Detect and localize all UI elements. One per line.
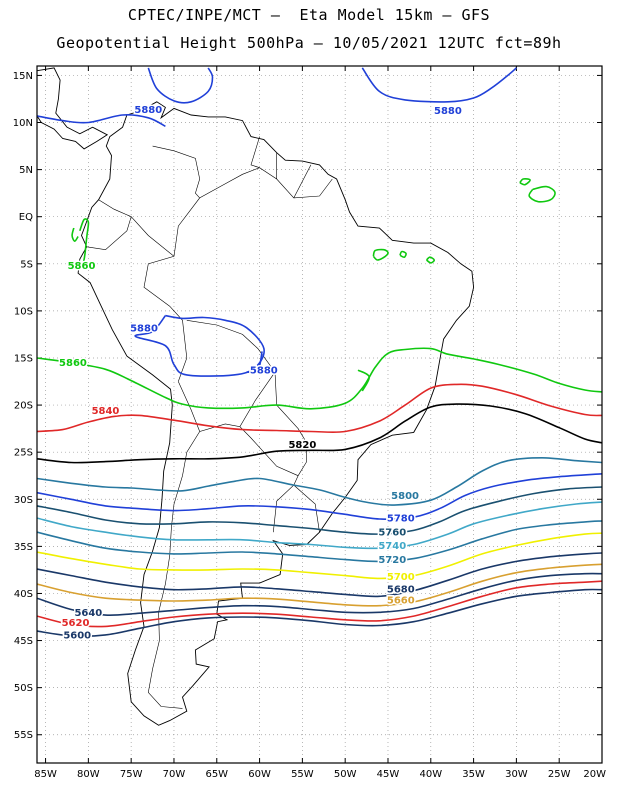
map-title-line-2: Geopotential Height 500hPa – 10/05/2021 …	[56, 34, 562, 52]
lat-tick-label: 45S	[14, 636, 33, 647]
contour-label-5660: 5660	[387, 596, 415, 607]
contour-label-5760: 5760	[378, 528, 406, 539]
central-america-coastline	[37, 67, 109, 150]
lon-tick-label: 30W	[505, 769, 528, 780]
contour-label-5740: 5740	[378, 541, 406, 552]
lon-tick-label: 70W	[163, 769, 186, 780]
coastline-outline	[37, 67, 475, 726]
lon-tick-label: 55W	[291, 769, 314, 780]
lat-tick-label: 20S	[14, 401, 33, 412]
lon-tick-label: 65W	[205, 769, 228, 780]
contour-label-5780: 5780	[387, 514, 415, 525]
contour-5860	[37, 347, 602, 410]
height-contours: 5880 5880 5880 5880 5860 5860 5840 5820 5800 5780…	[37, 67, 602, 643]
contour-5860	[528, 185, 556, 203]
contour-5700	[37, 532, 602, 580]
contour-5860	[79, 218, 90, 264]
contour-label-5880: 5880	[250, 366, 278, 377]
contour-5860	[357, 369, 371, 392]
lat-tick-label: EQ	[19, 212, 33, 223]
contour-label-5640: 5640	[74, 608, 102, 619]
contour-5880	[246, 351, 263, 374]
latitude-labels: 15N 10N 5N EQ 5S 10S 15S 20S 25S 30S 35S 40S 45S 50S 5…	[13, 71, 33, 741]
lon-tick-label: 75W	[120, 769, 143, 780]
lat-tick-label: 10N	[13, 118, 33, 129]
lon-tick-label: 85W	[34, 769, 57, 780]
longitude-labels: 85W 80W 75W 70W 65W 60W 55W 50W 45W 40W 35W 30W 25W 2…	[34, 769, 606, 780]
contour-label-5700: 5700	[387, 572, 415, 583]
contour-label-5680: 5680	[387, 584, 415, 595]
lat-tick-label: 55S	[14, 730, 33, 741]
contour-label-5880: 5880	[434, 106, 462, 117]
contour-5860	[425, 256, 435, 264]
contour-5860	[372, 248, 389, 261]
lat-tick-label: 40S	[14, 589, 33, 600]
map-title-line-1: CPTEC/INPE/MCT – Eta Model 15km – GFS	[127, 6, 491, 24]
lat-tick-label: 5S	[20, 259, 33, 270]
contour-label-5620: 5620	[62, 618, 90, 629]
contour-5660	[37, 563, 602, 607]
country-borders	[86, 136, 333, 709]
lon-tick-label: 60W	[248, 769, 271, 780]
contour-5880	[37, 114, 166, 128]
contour-5800	[37, 456, 602, 506]
lat-tick-label: 10S	[14, 306, 33, 317]
map-frame	[36, 65, 603, 764]
contour-5780	[37, 473, 602, 520]
lon-tick-label: 80W	[77, 769, 100, 780]
lon-tick-label: 35W	[462, 769, 485, 780]
contour-label-5860: 5860	[59, 358, 87, 369]
contour-5600	[37, 588, 602, 637]
contour-5640	[37, 572, 602, 617]
contour-label-5840: 5840	[92, 406, 120, 417]
lat-tick-label: 15S	[14, 353, 33, 364]
contour-5760	[37, 486, 602, 535]
lon-tick-label: 20W	[583, 769, 606, 780]
contour-5860	[399, 250, 407, 259]
contour-5840	[37, 383, 602, 434]
lat-tick-label: 35S	[14, 542, 33, 553]
contour-label-5800: 5800	[391, 491, 419, 502]
lat-tick-label: 15N	[13, 71, 33, 82]
contour-label-5600: 5600	[63, 630, 91, 641]
lat-tick-label: 30S	[14, 495, 33, 506]
contour-5880	[361, 67, 517, 103]
contour-5860	[519, 178, 531, 186]
lon-tick-label: 40W	[419, 769, 442, 780]
lon-tick-label: 50W	[334, 769, 357, 780]
contour-5880	[147, 67, 214, 104]
lat-tick-label: 5N	[19, 165, 33, 176]
lon-tick-label: 45W	[377, 769, 400, 780]
contour-5740	[37, 501, 602, 550]
contour-label-5820: 5820	[288, 440, 316, 451]
lat-tick-label: 25S	[14, 448, 33, 459]
south-america-coastline	[77, 101, 475, 726]
contour-5620	[37, 580, 602, 628]
contour-5720	[37, 520, 602, 563]
contour-label-5880: 5880	[130, 323, 158, 334]
contour-5820	[37, 403, 602, 464]
lon-tick-label: 25W	[548, 769, 571, 780]
contour-label-5860: 5860	[68, 261, 96, 272]
lat-lon-grid	[37, 66, 603, 763]
contour-label-5880: 5880	[134, 105, 162, 116]
contour-label-5720: 5720	[378, 555, 406, 566]
lat-tick-label: 50S	[14, 683, 33, 694]
contour-5680	[37, 552, 602, 598]
contour-5860	[71, 227, 79, 242]
